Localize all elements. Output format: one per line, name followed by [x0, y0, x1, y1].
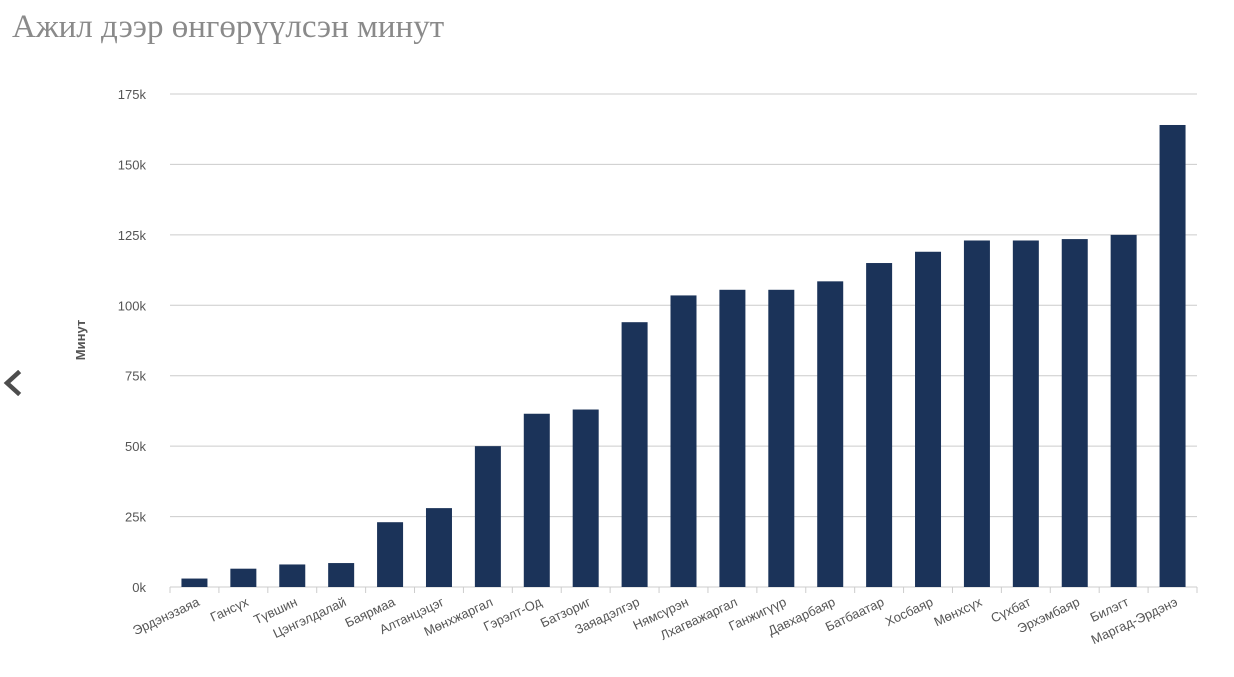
bar[interactable]: [1061, 239, 1088, 587]
x-tick-label: Хосбаяр: [883, 594, 935, 629]
chevron-left-icon[interactable]: [0, 370, 24, 396]
x-tick-label: Мөнхсүх: [932, 594, 985, 629]
x-tick-label: Гансүх: [208, 594, 251, 625]
x-axis-ticks: [169, 587, 1198, 593]
bar[interactable]: [181, 578, 208, 587]
bar[interactable]: [719, 289, 746, 587]
bar[interactable]: [817, 281, 844, 587]
y-tick-label: 100k: [118, 298, 147, 313]
bar[interactable]: [621, 322, 648, 587]
bar[interactable]: [1110, 234, 1137, 587]
page-title: Ажил дээр өнгөрүүлсэн минут: [12, 9, 445, 45]
y-tick-label: 75k: [125, 369, 146, 384]
y-tick-label: 50k: [125, 439, 146, 454]
x-tick-label: Эрдэнэзаяа: [130, 594, 202, 638]
bar[interactable]: [915, 251, 942, 587]
bar[interactable]: [768, 289, 795, 587]
y-tick-label: 150k: [118, 157, 147, 172]
bar[interactable]: [523, 413, 550, 587]
y-axis-title: Минут: [73, 320, 88, 360]
y-tick-label: 0k: [132, 580, 146, 595]
bar[interactable]: [670, 295, 697, 587]
x-axis-labels: Эрдэнэзаяа Гансүх ТүвшинЦэнгэлдалайБаярмаа…: [130, 594, 1180, 647]
bar[interactable]: [425, 508, 452, 587]
bar[interactable]: [230, 568, 257, 587]
y-tick-label: 175k: [118, 87, 147, 102]
bar[interactable]: [963, 240, 990, 587]
bar[interactable]: [474, 446, 501, 587]
y-tick-label: 25k: [125, 510, 146, 525]
bar[interactable]: [279, 564, 306, 587]
chart-bars: [181, 124, 1186, 587]
y-tick-label: 125k: [118, 228, 147, 243]
bar[interactable]: [1012, 240, 1039, 587]
bar[interactable]: [572, 409, 599, 587]
bar[interactable]: [328, 563, 355, 587]
bar[interactable]: [866, 263, 893, 587]
bar[interactable]: [1159, 124, 1186, 587]
y-axis-ticks: 0k 25k 50k 75k 100k 125k 150k 175k: [118, 87, 147, 595]
bar[interactable]: [377, 522, 404, 587]
